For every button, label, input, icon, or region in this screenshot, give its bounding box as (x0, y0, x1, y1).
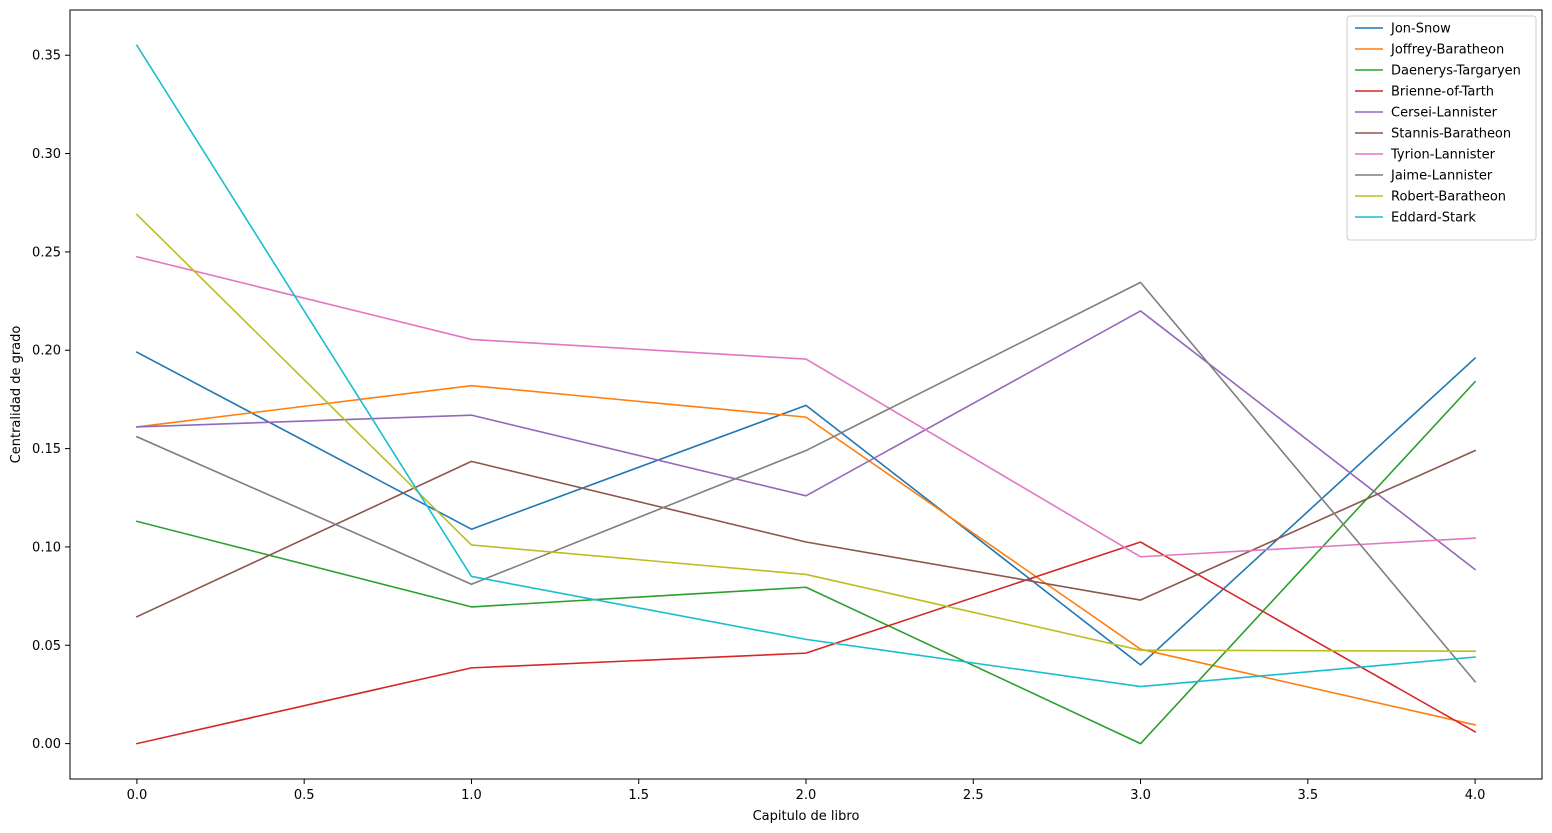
y-tick-label: 0.15 (32, 442, 61, 457)
legend: Jon-Snow Joffrey-Baratheon Daenerys-Targar… (1346, 15, 1537, 241)
series-line-tyrion-lannister (135, 255, 1476, 558)
series-line-eddard-stark (135, 44, 1476, 688)
x-tick-label: 1.0 (461, 788, 482, 803)
series-line-jon-snow (135, 351, 1477, 666)
legend-label: Robert-Baratheon (1391, 190, 1506, 205)
x-axis-ticks: 0.0 0.5 1.0 1.5 2.0 2.5 3.0 3.5 4.0 (127, 779, 1486, 803)
y-tick-label: 0.05 (32, 639, 61, 654)
x-tick-label: 3.5 (1297, 788, 1318, 803)
series-line-cersei-lannister (136, 310, 1477, 571)
series-lines (135, 44, 1477, 745)
series-line-jaime-lannister (135, 281, 1477, 683)
x-tick-label: 0.0 (127, 788, 148, 803)
x-tick-label: 2.5 (963, 788, 984, 803)
x-axis-label: Capitulo de libro (753, 809, 860, 824)
y-tick-label: 0.30 (32, 147, 61, 162)
x-tick-label: 4.0 (1465, 788, 1486, 803)
x-tick-label: 3.0 (1130, 788, 1151, 803)
series-line-robert-baratheon (135, 213, 1476, 652)
series-line-brienne-of-tarth (135, 541, 1477, 745)
y-axis-ticks: 0.00 0.05 0.10 0.15 0.20 0.25 0.30 0.35 (32, 49, 70, 752)
y-tick-label: 0.20 (32, 344, 61, 359)
legend-label: Jon-Snow (1390, 22, 1451, 37)
x-tick-label: 0.5 (294, 788, 315, 803)
legend-label: Tyrion-Lannister (1390, 148, 1496, 163)
y-tick-label: 0.25 (32, 245, 61, 260)
y-axis-label: Centralidad de grado (9, 326, 24, 464)
legend-label: Joffrey-Baratheon (1390, 43, 1504, 58)
y-tick-label: 0.10 (32, 540, 61, 555)
x-tick-label: 2.0 (796, 788, 817, 803)
legend-label: Daenerys-Targaryen (1391, 64, 1521, 79)
x-tick-label: 1.5 (628, 788, 649, 803)
y-tick-label: 0.00 (32, 737, 61, 752)
legend-label: Brienne-of-Tarth (1391, 85, 1494, 100)
legend-box (1346, 15, 1537, 241)
legend-label: Cersei-Lannister (1391, 106, 1498, 121)
legend-label: Eddard-Stark (1391, 211, 1476, 226)
series-line-daenerys-targaryen (135, 380, 1477, 745)
legend-label: Stannis-Baratheon (1391, 127, 1511, 142)
y-tick-label: 0.35 (32, 49, 61, 64)
legend-label: Jaime-Lannister (1390, 169, 1493, 184)
